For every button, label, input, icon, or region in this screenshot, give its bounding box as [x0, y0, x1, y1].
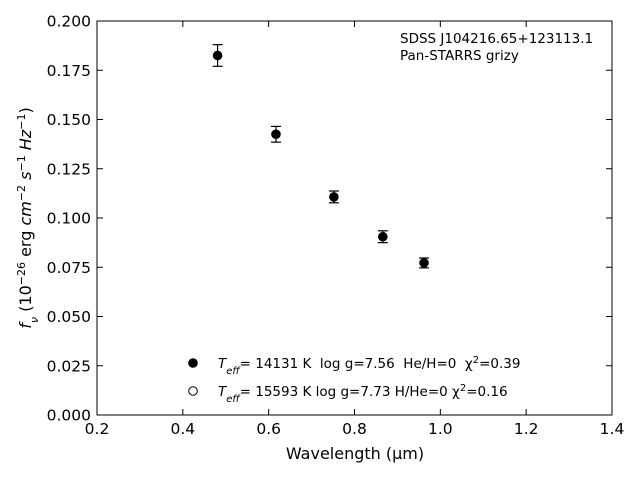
data-points — [212, 44, 430, 269]
data-point — [212, 50, 223, 61]
y-tick-label: 0.025 — [47, 357, 91, 375]
x-tick-label: 1.0 — [428, 420, 453, 438]
y-tick-label: 0.100 — [47, 210, 91, 228]
x-tick-label: 1.4 — [600, 420, 625, 438]
y-tick-label: 0.075 — [47, 259, 91, 277]
data-point — [378, 231, 388, 242]
legend-marker-filled — [188, 358, 198, 368]
y-tick-labels: 0.000 0.025 0.050 0.075 0.100 0.125 0.150 0.175… — [47, 13, 91, 425]
data-point — [419, 258, 429, 268]
x-tick-label: 0.8 — [342, 420, 367, 438]
x-tick-label: 0.2 — [85, 420, 110, 438]
annotation-survey: Pan-STARRS grizy — [400, 48, 519, 64]
axis-ticks — [96, 20, 613, 416]
y-tick-label: 0.050 — [47, 308, 91, 326]
legend: Teff= 14131 K log g=7.56 He/H=0 χ2=0.39 … — [188, 355, 520, 405]
legend-marker-open — [188, 386, 198, 396]
y-tick-label: 0.150 — [47, 111, 91, 129]
y-tick-label: 0.200 — [47, 13, 91, 31]
x-tick-label: 0.6 — [256, 420, 281, 438]
y-tick-label: 0.175 — [47, 62, 91, 80]
legend-label-1: Teff= 14131 K log g=7.56 He/H=0 χ2=0.39 — [218, 355, 520, 377]
x-tick-label: 1.2 — [514, 420, 539, 438]
y-tick-label: 0.000 — [47, 407, 91, 425]
x-tick-label: 0.4 — [171, 420, 196, 438]
annotation-object: SDSS J104216.65+123113.1 — [400, 31, 593, 47]
data-point — [329, 192, 339, 202]
x-axis-label: Wavelength (μm) — [286, 444, 424, 463]
y-tick-label: 0.125 — [47, 160, 91, 178]
y-axis-label: fν (10−26 erg cm−2 s−1 Hz−1) — [15, 107, 41, 328]
x-tick-labels: 0.2 0.4 0.6 0.8 1.0 1.2 1.4 — [85, 420, 625, 438]
data-point — [271, 129, 281, 140]
legend-label-2: Teff= 15593 K log g=7.73 H/He=0 χ2=0.16 — [218, 383, 508, 405]
